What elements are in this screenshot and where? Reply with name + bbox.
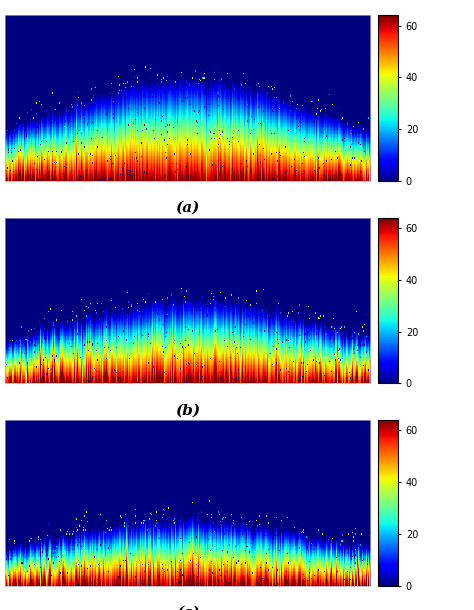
Text: (a): (a) (175, 201, 200, 215)
Text: (c): (c) (176, 606, 200, 610)
Text: (b): (b) (175, 403, 200, 417)
